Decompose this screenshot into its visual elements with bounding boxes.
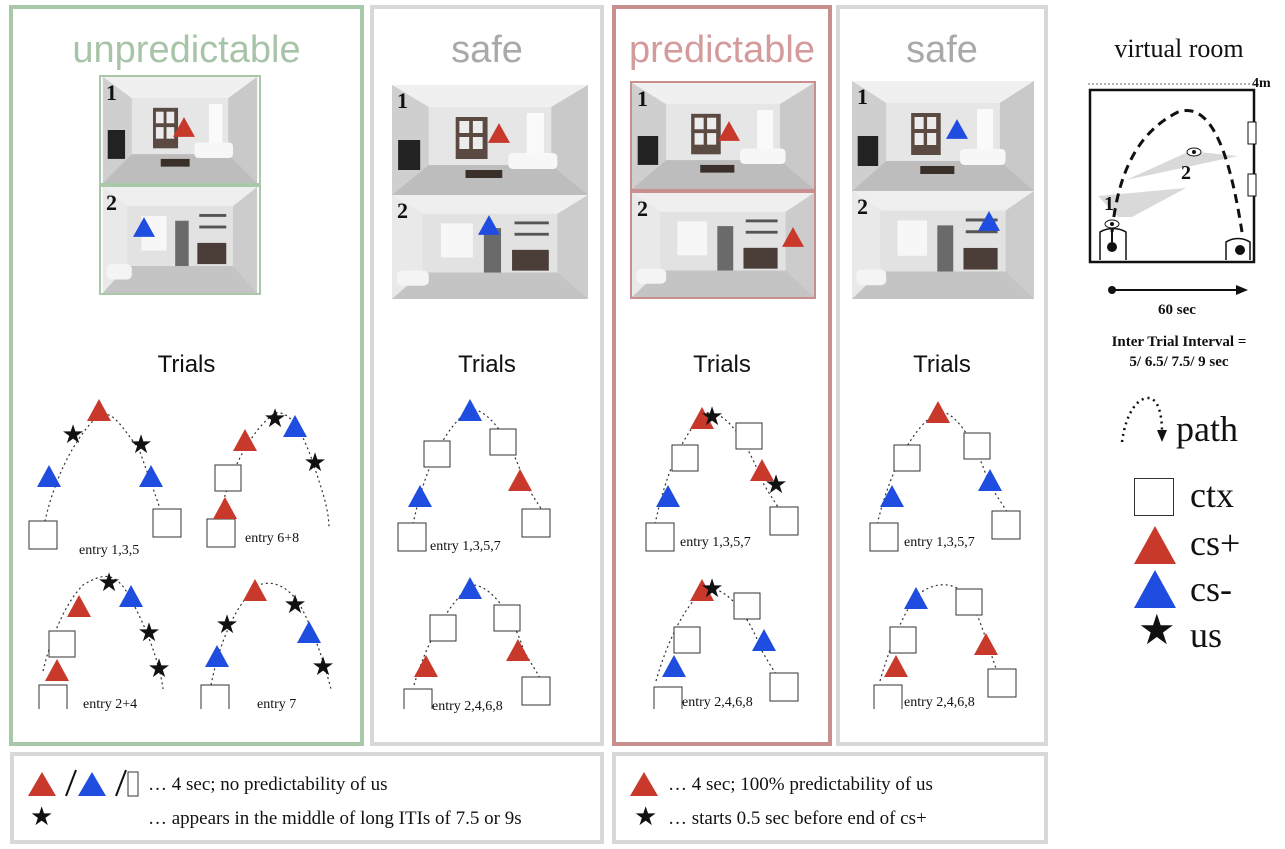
us-legend-icon: ★ [1138, 608, 1176, 654]
cs-minus-icon [978, 211, 1000, 231]
svg-text:★: ★ [764, 470, 787, 499]
svg-text:★: ★ [700, 402, 723, 431]
svg-text:★: ★ [311, 652, 334, 681]
cs-minus-icon [133, 217, 155, 237]
svg-text:★: ★ [215, 610, 238, 639]
us-icon: ★ [634, 802, 658, 831]
note-line-2: … starts 0.5 sec before end of cs+ [668, 808, 927, 829]
cs-minus-icon [946, 119, 968, 139]
ctx-legend-icon [1134, 478, 1174, 516]
iti-label-line1: Inter Trial Interval = [1111, 334, 1247, 350]
note-line-1: … 4 sec; no predictability of us [148, 774, 388, 795]
entry-label: entry 2,4,6,8 [432, 699, 503, 714]
cs-plus-icon [488, 123, 510, 143]
cs-minus-legend-icon [1134, 570, 1176, 608]
trial-diagram: ★ ★ ★ [645, 402, 799, 709]
panel-title: unpredictable [72, 29, 301, 71]
svg-text:★: ★ [97, 568, 120, 597]
note-predictable: … 4 sec; 100% predictability of us ★ … s… [612, 752, 1048, 844]
room-photo-2: 2 [852, 191, 1034, 299]
panel-predictable: predictable 1 2 Trials ★ ★ ★ entry 1,3,5… [612, 5, 832, 746]
stimulus-icons [28, 769, 139, 797]
position-1-label: 1 [1104, 193, 1114, 215]
photo-number: 2 [857, 194, 868, 219]
svg-text:★: ★ [137, 618, 160, 647]
trials-label: Trials [913, 351, 971, 378]
panel-safe-2: safe 1 2 Trials entry 1,3,5,7 entry 2,4,… [836, 5, 1048, 746]
photo-number: 1 [637, 86, 648, 111]
iti-label-line2: 5/ 6.5/ 7.5/ 9 sec [1129, 354, 1229, 370]
cs-minus-icon [478, 215, 500, 235]
note-line-2: … appears in the middle of long ITIs of … [148, 808, 522, 829]
svg-text:★: ★ [61, 420, 84, 449]
photo-number: 2 [637, 196, 648, 221]
legend-cs-minus-label: cs- [1190, 569, 1232, 609]
legend-path-label: path [1176, 409, 1238, 449]
room-title: virtual room [1114, 34, 1244, 63]
cs-plus-legend-icon [1134, 526, 1176, 564]
svg-text:★: ★ [129, 430, 152, 459]
legend-cs-plus-label: cs+ [1190, 523, 1241, 563]
entry-label: entry 1,3,5,7 [904, 535, 975, 550]
room-photo-1: 1 [99, 75, 261, 185]
cs-plus-icon [630, 772, 658, 796]
duration-arrow [1108, 285, 1248, 295]
entry-label: entry 1,3,5 [79, 543, 140, 558]
legend-us-label: us [1190, 615, 1223, 655]
photo-number: 2 [106, 190, 117, 215]
room-photo-1: 1 [630, 81, 816, 191]
room-photo-2: 2 [630, 191, 816, 299]
panel-safe-1: safe 1 2 Trials entry 1,3,5,7 entry 2,4,… [370, 5, 604, 746]
entry-label: entry 7 [257, 697, 297, 712]
trials-label: Trials [693, 351, 751, 378]
panel-title: predictable [629, 29, 815, 71]
room-photo-2: 2 [99, 185, 261, 295]
cs-plus-icon [718, 121, 740, 141]
cs-plus-icon [782, 227, 804, 247]
entry-label: entry 2+4 [83, 697, 138, 712]
entry-label: entry 1,3,5,7 [680, 535, 751, 550]
duration-label: 60 sec [1158, 302, 1196, 318]
svg-text:★: ★ [263, 404, 286, 433]
room-photo-1: 1 [392, 85, 588, 195]
us-icon: ★ [30, 802, 54, 831]
photo-number: 1 [857, 84, 868, 109]
svg-text:★: ★ [303, 448, 326, 477]
trials-label: Trials [458, 351, 516, 378]
panel-title: safe [451, 29, 523, 71]
photo-number: 1 [106, 80, 117, 105]
panel-title: safe [906, 29, 978, 71]
room-photo-2: 2 [392, 195, 588, 299]
svg-text:★: ★ [700, 574, 723, 603]
entry-label: entry 2,4,6,8 [904, 695, 975, 710]
note-line-1: … 4 sec; 100% predictability of us [668, 774, 933, 795]
room-size-label: 4m [1252, 76, 1271, 91]
note-unpredictable: … 4 sec; no predictability of us ★ … app… [10, 752, 604, 844]
entry-label: entry 1,3,5,7 [430, 539, 501, 554]
legend-ctx-label: ctx [1190, 475, 1234, 515]
trial-diagram: ★ ★ ★ ★ ★ ★ ★ ★ ★ ★ [28, 399, 335, 709]
path-legend-icon [1120, 396, 1167, 443]
entry-label: entry 6+8 [245, 531, 300, 546]
room-photo-1: 1 [852, 81, 1034, 191]
entry-label: entry 2,4,6,8 [682, 695, 753, 710]
cs-plus-icon [173, 117, 195, 137]
room-schematic [1088, 83, 1257, 264]
trial-diagram [869, 401, 1021, 709]
panel-unpredictable: unpredictable 1 2 Trials ★ ★ ★ ★ [9, 5, 364, 746]
position-2-label: 2 [1181, 162, 1191, 184]
photo-number: 1 [397, 88, 408, 113]
photo-number: 2 [397, 198, 408, 223]
trial-diagram [397, 399, 551, 709]
svg-text:★: ★ [147, 654, 170, 683]
trials-label: Trials [157, 351, 216, 378]
svg-text:★: ★ [283, 590, 306, 619]
